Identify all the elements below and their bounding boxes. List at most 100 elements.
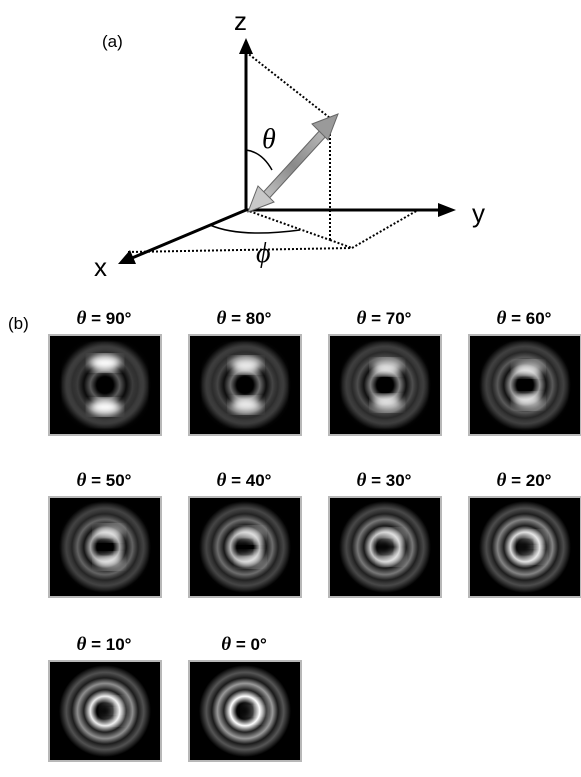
coordinate-diagram: z y x θ ϕ: [94, 6, 485, 282]
pattern-canvas: [59, 665, 151, 757]
diffraction-pattern-image: [48, 660, 162, 762]
pattern-canvas: [199, 665, 291, 757]
dark-core: [238, 378, 252, 392]
panel-b-label: (b): [8, 314, 29, 333]
bright-lobe: [89, 399, 121, 415]
diffraction-pattern-image: [188, 334, 302, 436]
bright-lobe: [372, 395, 403, 411]
bright-lobe: [95, 553, 124, 569]
tile-title: θ = 70°: [328, 308, 440, 330]
pattern-tile: θ = 30°: [328, 470, 442, 598]
diffraction-pattern-image: [328, 334, 442, 436]
theta-symbol: θ: [496, 470, 507, 491]
theta-value: 30°: [385, 471, 412, 490]
pattern-tile: θ = 80°: [188, 308, 302, 436]
pattern-canvas: [339, 339, 431, 431]
panel-a-label: (a): [102, 32, 123, 51]
z-axis-label: z: [234, 6, 247, 36]
outer-halo: [484, 506, 566, 588]
bright-lobe: [372, 359, 403, 375]
pattern-canvas: [479, 501, 571, 593]
dark-core: [518, 540, 532, 554]
pattern-tile: θ = 60°: [468, 308, 581, 436]
diffraction-pattern-image: [468, 334, 581, 436]
theta-symbol: θ: [496, 308, 507, 329]
pattern-canvas: [339, 501, 431, 593]
pattern-canvas: [199, 339, 291, 431]
pattern-canvas: [199, 501, 291, 593]
equals-sign: =: [226, 309, 246, 328]
diffraction-pattern-image: [48, 334, 162, 436]
theta-value: 80°: [245, 309, 272, 328]
equals-sign: =: [86, 471, 106, 490]
bright-lobe: [95, 525, 124, 541]
axes: [131, 50, 438, 260]
theta-arc: [245, 149, 273, 171]
x-arrowhead: [118, 250, 136, 264]
dark-core: [378, 540, 392, 554]
outer-halo: [64, 670, 146, 752]
diffraction-pattern-image: [188, 496, 302, 598]
phi-label: ϕ: [256, 238, 271, 269]
theta-symbol: θ: [216, 470, 227, 491]
theta-symbol: θ: [76, 470, 87, 491]
dark-core: [98, 378, 112, 392]
tile-title: θ = 0°: [188, 634, 300, 656]
equals-sign: =: [86, 635, 106, 654]
diffraction-pattern-image: [468, 496, 581, 598]
dark-core: [238, 540, 252, 554]
outer-halo: [204, 344, 286, 426]
diffraction-pattern-image: [48, 496, 162, 598]
tile-title: θ = 40°: [188, 470, 300, 492]
pattern-canvas: [479, 339, 571, 431]
theta-symbol: θ: [221, 634, 232, 655]
dipole-arrow: [247, 113, 339, 213]
pattern-tile: θ = 50°: [48, 470, 162, 598]
outer-halo: [64, 344, 146, 426]
bright-lobe: [236, 551, 265, 567]
equals-sign: =: [86, 309, 106, 328]
theta-label: θ: [262, 124, 276, 155]
y-axis-label: y: [472, 198, 485, 228]
theta-value: 70°: [385, 309, 412, 328]
bright-lobe: [230, 357, 262, 373]
bright-lobe: [513, 361, 543, 377]
outer-halo: [344, 506, 426, 588]
tile-title: θ = 20°: [468, 470, 580, 492]
theta-value: 50°: [105, 471, 132, 490]
diffraction-pattern-image: [188, 660, 302, 762]
equals-sign: =: [231, 635, 251, 654]
projection-lines: [127, 51, 419, 253]
diffraction-pattern-image: [328, 496, 442, 598]
outer-halo: [484, 344, 566, 426]
equals-sign: =: [226, 471, 246, 490]
equals-sign: =: [366, 309, 386, 328]
phi-arc: [209, 224, 301, 234]
bright-lobe: [230, 397, 262, 413]
dark-core: [518, 378, 532, 392]
theta-value: 90°: [105, 309, 132, 328]
equals-sign: =: [506, 471, 526, 490]
bright-lobe: [89, 355, 121, 371]
theta-symbol: θ: [76, 308, 87, 329]
pattern-tile: θ = 40°: [188, 470, 302, 598]
tile-title: θ = 10°: [48, 634, 160, 656]
tile-title: θ = 80°: [188, 308, 300, 330]
pattern-tile: θ = 90°: [48, 308, 162, 436]
pattern-tile: θ = 10°: [48, 634, 162, 762]
theta-value: 0°: [250, 635, 267, 654]
theta-symbol: θ: [356, 470, 367, 491]
theta-value: 20°: [525, 471, 552, 490]
tile-title: θ = 60°: [468, 308, 580, 330]
bright-lobe: [236, 527, 265, 543]
x-axis-line: [131, 208, 247, 260]
dark-core: [98, 540, 112, 554]
pattern-canvas: [59, 501, 151, 593]
theta-symbol: θ: [216, 308, 227, 329]
theta-symbol: θ: [76, 634, 87, 655]
dark-core: [378, 378, 392, 392]
tile-title: θ = 30°: [328, 470, 440, 492]
equals-sign: =: [506, 309, 526, 328]
outer-halo: [344, 344, 426, 426]
